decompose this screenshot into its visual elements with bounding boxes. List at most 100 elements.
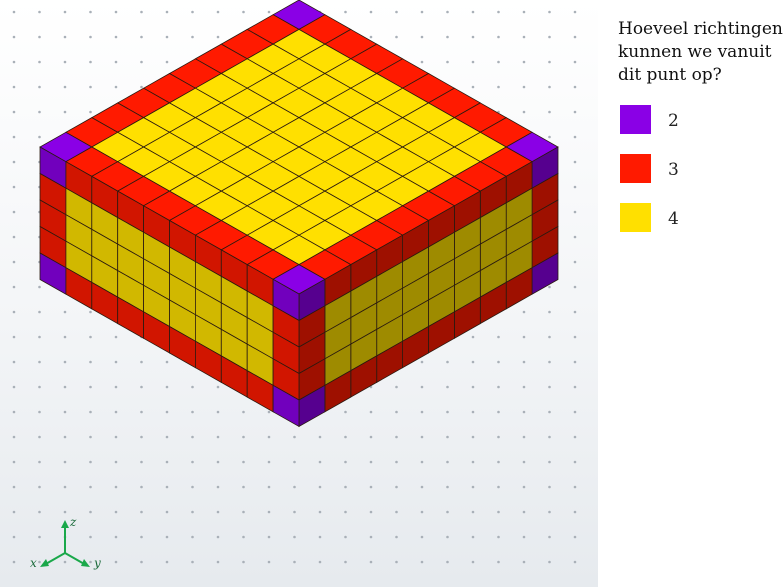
grid-dot — [165, 435, 169, 439]
grid-dot — [522, 35, 526, 39]
grid-dot — [446, 535, 449, 539]
axes-icon: z x y — [30, 515, 101, 570]
grid-dot — [63, 35, 67, 39]
grid-dot — [12, 35, 16, 39]
grid-dot — [63, 360, 67, 364]
grid-dot — [63, 310, 67, 314]
grid-dot — [420, 35, 424, 39]
cuboid-3d-view[interactable]: z x y — [0, 0, 598, 587]
grid-dot — [114, 410, 118, 414]
grid-dot — [548, 60, 551, 64]
right-face-cell — [272, 384, 300, 428]
grid-dot — [395, 510, 398, 514]
grid-dot — [420, 510, 424, 514]
grid-dot — [471, 460, 475, 464]
grid-dot — [522, 410, 526, 414]
grid-dot — [548, 285, 551, 289]
graphics-view[interactable]: z x y — [0, 0, 598, 587]
grid-dot — [548, 35, 551, 39]
grid-dot — [573, 360, 577, 364]
grid-dot — [114, 560, 118, 564]
grid-dot — [38, 335, 41, 339]
grid-dot — [89, 435, 92, 439]
grid-dot — [548, 335, 551, 339]
grid-dot — [573, 510, 577, 514]
grid-dot — [522, 510, 526, 514]
grid-dot — [395, 435, 398, 439]
grid-dot — [89, 460, 92, 464]
grid-dot — [395, 10, 398, 14]
grid-dot — [573, 35, 577, 39]
grid-dot — [573, 560, 577, 564]
grid-dot — [165, 560, 169, 564]
legend-label-2: 2 — [668, 111, 679, 131]
grid-dot — [522, 360, 526, 364]
grid-dot — [12, 360, 16, 364]
grid-dot — [114, 510, 118, 514]
grid-dot — [38, 10, 41, 14]
grid-dot — [216, 535, 220, 539]
grid-dot — [114, 460, 118, 464]
grid-dot — [191, 510, 194, 514]
grid-dot — [471, 510, 475, 514]
grid-dot — [446, 560, 449, 564]
grid-dot — [216, 385, 220, 389]
grid-dot — [293, 510, 296, 514]
grid-dot — [89, 485, 92, 489]
legend-swatch-4 — [620, 203, 651, 232]
grid-dot — [369, 35, 373, 39]
legend-label-4: 4 — [668, 209, 679, 229]
grid-dot — [12, 485, 16, 489]
grid-dot — [497, 410, 500, 414]
grid-dot — [191, 410, 194, 414]
grid-dot — [63, 460, 67, 464]
grid-dot — [548, 360, 551, 364]
grid-dot — [191, 485, 194, 489]
grid-dot — [522, 485, 526, 489]
grid-dot — [573, 410, 577, 414]
x-axis-label: x — [30, 556, 37, 570]
grid-dot — [293, 435, 296, 439]
grid-dot — [242, 410, 245, 414]
grid-dot — [89, 560, 92, 564]
grid-dot — [191, 460, 194, 464]
grid-dot — [89, 535, 92, 539]
grid-dot — [267, 410, 271, 414]
grid-dot — [12, 210, 16, 214]
grid-dot — [89, 35, 92, 39]
grid-dot — [242, 485, 245, 489]
z-axis-label: z — [69, 515, 77, 529]
grid-dot — [573, 60, 577, 64]
grid-dot — [216, 485, 220, 489]
grid-dot — [471, 410, 475, 414]
grid-dot — [446, 35, 449, 39]
grid-dot — [12, 535, 16, 539]
grid-dot — [191, 35, 194, 39]
grid-dot — [344, 10, 347, 14]
grid-dot — [12, 160, 16, 164]
grid-dot — [395, 485, 398, 489]
grid-dot — [522, 85, 526, 89]
grid-dot — [216, 460, 220, 464]
y-axis-arrowhead — [81, 559, 90, 567]
grid-dot — [165, 535, 169, 539]
grid-dot — [114, 435, 118, 439]
grid-dot — [573, 185, 577, 189]
grid-dot — [38, 110, 41, 114]
grid-dot — [12, 285, 16, 289]
grid-dot — [522, 335, 526, 339]
grid-dot — [89, 110, 92, 114]
grid-dot — [63, 485, 67, 489]
grid-dot — [114, 485, 118, 489]
grid-dot — [140, 60, 143, 64]
grid-dot — [293, 560, 296, 564]
grid-dot — [63, 435, 67, 439]
grid-dot — [471, 485, 475, 489]
grid-dot — [165, 10, 169, 14]
grid-dot — [140, 435, 143, 439]
grid-dot — [548, 110, 551, 114]
grid-dot — [548, 435, 551, 439]
grid-dot — [522, 460, 526, 464]
grid-dot — [140, 85, 143, 89]
legend-swatch-2 — [620, 105, 651, 134]
